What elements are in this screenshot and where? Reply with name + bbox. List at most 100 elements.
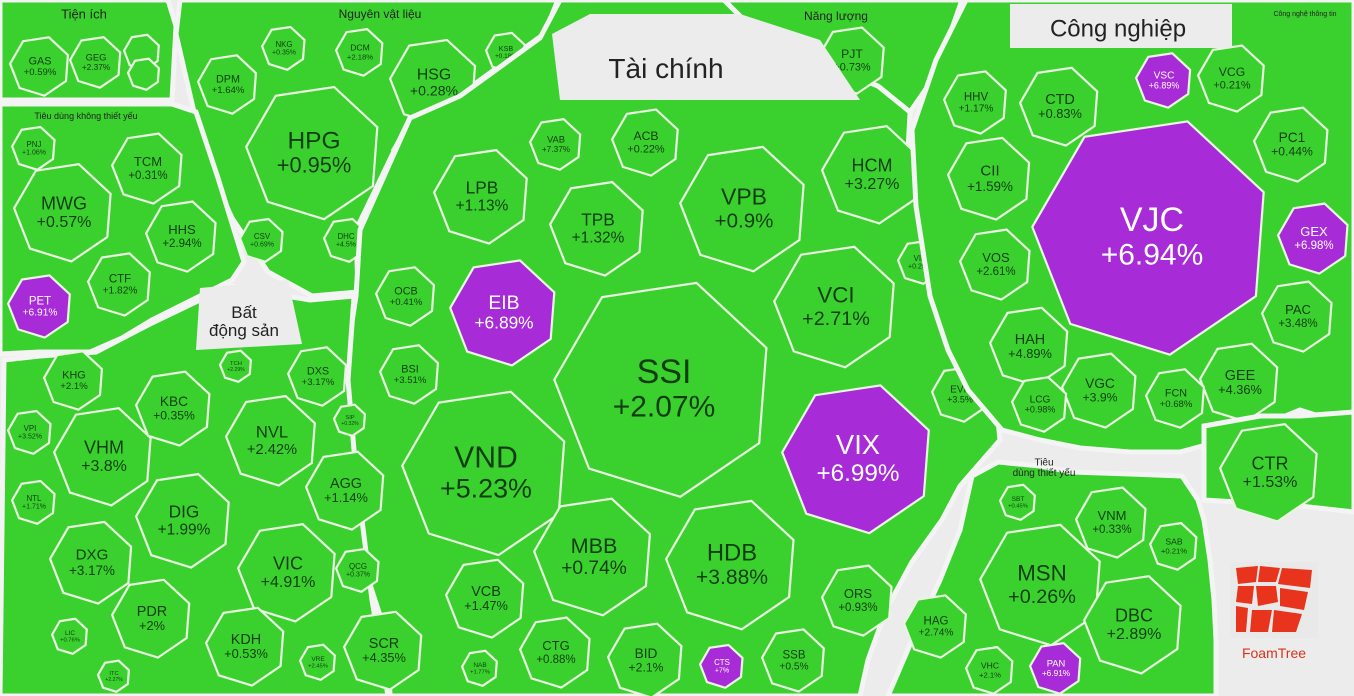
stock-cell[interactable]: [946, 136, 1031, 221]
stock-cell[interactable]: [528, 118, 582, 171]
stock-cell[interactable]: [820, 564, 893, 637]
stock-cell[interactable]: [204, 606, 285, 687]
stock-cell[interactable]: [760, 628, 825, 693]
stock-cell[interactable]: [978, 523, 1101, 647]
stock-cell[interactable]: [68, 36, 122, 89]
stock-change: +1.59%: [967, 179, 1013, 194]
stock-cell[interactable]: [1144, 368, 1206, 429]
stock-cell[interactable]: [144, 200, 217, 273]
stock-change: +0.69%: [250, 242, 274, 249]
stock-cell[interactable]: [244, 85, 379, 221]
stock-change: +0.9%: [715, 209, 774, 232]
stock-cell[interactable]: [134, 472, 230, 569]
stock-cell[interactable]: [298, 643, 336, 682]
stock-cell[interactable]: [42, 350, 104, 411]
stock-cell[interactable]: [1276, 202, 1349, 275]
stock-cell[interactable]: [196, 54, 258, 115]
stock-cell[interactable]: [1060, 352, 1137, 429]
stock-cell[interactable]: [224, 394, 316, 487]
stock-cell[interactable]: [988, 306, 1069, 387]
stock-cell[interactable]: [606, 622, 683, 696]
stock-cell[interactable]: [448, 259, 556, 367]
stock-cell[interactable]: [110, 132, 183, 205]
stock-ticker: CTD: [1045, 92, 1075, 108]
stock-cell[interactable]: [678, 145, 805, 273]
stock-ticker: PJT: [841, 47, 863, 61]
stock-cell[interactable]: [772, 245, 895, 369]
stock-cell[interactable]: [134, 370, 211, 447]
stock-cell[interactable]: [126, 57, 161, 92]
stock-cell[interactable]: [532, 497, 652, 617]
stock-ticker: VHM: [84, 437, 124, 457]
stock-cell[interactable]: [964, 645, 1014, 695]
stock-ticker: LPB: [466, 177, 499, 197]
stock-cell[interactable]: [444, 558, 525, 639]
stock-cell[interactable]: [238, 217, 284, 264]
stock-cell[interactable]: [10, 125, 56, 172]
stock-cell[interactable]: [12, 163, 112, 263]
stock-cell[interactable]: [236, 523, 336, 623]
stock-cell[interactable]: [50, 617, 88, 656]
stock-cell[interactable]: [334, 547, 380, 594]
stock-cell[interactable]: [334, 27, 384, 77]
stock-ticker: DXG: [76, 547, 109, 564]
stock-cell[interactable]: [1134, 52, 1192, 109]
sector-title: Năng lượng: [804, 9, 868, 23]
stock-cell[interactable]: [6, 274, 71, 339]
stock-cell[interactable]: [1018, 66, 1099, 147]
stock-cell[interactable]: [52, 407, 152, 507]
stock-cell[interactable]: [86, 252, 151, 317]
stock-cell[interactable]: [110, 578, 191, 659]
stock-cell[interactable]: [332, 403, 367, 438]
stock-change: +0.5%: [779, 662, 808, 673]
stock-cell[interactable]: [1198, 342, 1279, 423]
stock-cell[interactable]: [548, 180, 644, 277]
stock-cell[interactable]: [553, 281, 768, 499]
stock-change: +3.52%: [18, 434, 42, 441]
stock-cell[interactable]: [1252, 106, 1329, 183]
stock-cell[interactable]: [218, 349, 253, 384]
stock-cell[interactable]: [1218, 423, 1318, 523]
stock-ticker: NKG: [275, 40, 292, 49]
stock-cell[interactable]: [698, 643, 744, 690]
stock-cell[interactable]: [780, 384, 930, 535]
stock-cell[interactable]: [96, 659, 131, 694]
stock-cell[interactable]: [1148, 521, 1198, 571]
stock-cell[interactable]: [958, 228, 1031, 301]
stock-cell[interactable]: [1031, 120, 1265, 356]
stock-cell[interactable]: [610, 108, 679, 177]
stock-cell[interactable]: [374, 266, 436, 327]
stock-cell[interactable]: [664, 499, 795, 631]
stock-change: +6.91%: [23, 308, 58, 319]
stock-cell[interactable]: [8, 36, 70, 97]
stock-cell[interactable]: [1260, 280, 1333, 353]
stock-cell[interactable]: [400, 390, 566, 557]
stock-cell[interactable]: [10, 479, 56, 526]
stock-cell[interactable]: [1074, 486, 1147, 559]
stock-cell[interactable]: [998, 483, 1036, 522]
stock-cell[interactable]: [304, 450, 385, 531]
stock-cell[interactable]: [902, 594, 967, 659]
stock-cell[interactable]: [1028, 642, 1082, 695]
stock-ticker: SCR: [369, 636, 399, 652]
stock-ticker: KDH: [231, 632, 261, 648]
stock-cell[interactable]: [460, 649, 498, 688]
stock-change: +0.93%: [838, 602, 877, 614]
stock-cell[interactable]: [432, 148, 528, 245]
stock-cell[interactable]: [1196, 44, 1265, 113]
stock-cell[interactable]: [518, 616, 591, 689]
stock-cell[interactable]: [1010, 376, 1068, 433]
stock-change: +0.83%: [1038, 106, 1082, 121]
stock-cell[interactable]: [378, 344, 440, 405]
stock-ticker: DIG: [169, 501, 200, 521]
stock-change: +0.74%: [561, 558, 627, 579]
stock-cell[interactable]: [942, 70, 1007, 135]
stock-cell[interactable]: [1082, 575, 1182, 675]
stock-ticker: NAB: [473, 662, 486, 669]
stock-cell[interactable]: [6, 409, 52, 456]
stock-cell[interactable]: [48, 520, 133, 605]
stock-cell[interactable]: [286, 346, 348, 407]
sector-title: Tiêu: [1034, 458, 1053, 469]
stock-cell[interactable]: [260, 25, 306, 72]
stock-cell[interactable]: [342, 610, 423, 691]
